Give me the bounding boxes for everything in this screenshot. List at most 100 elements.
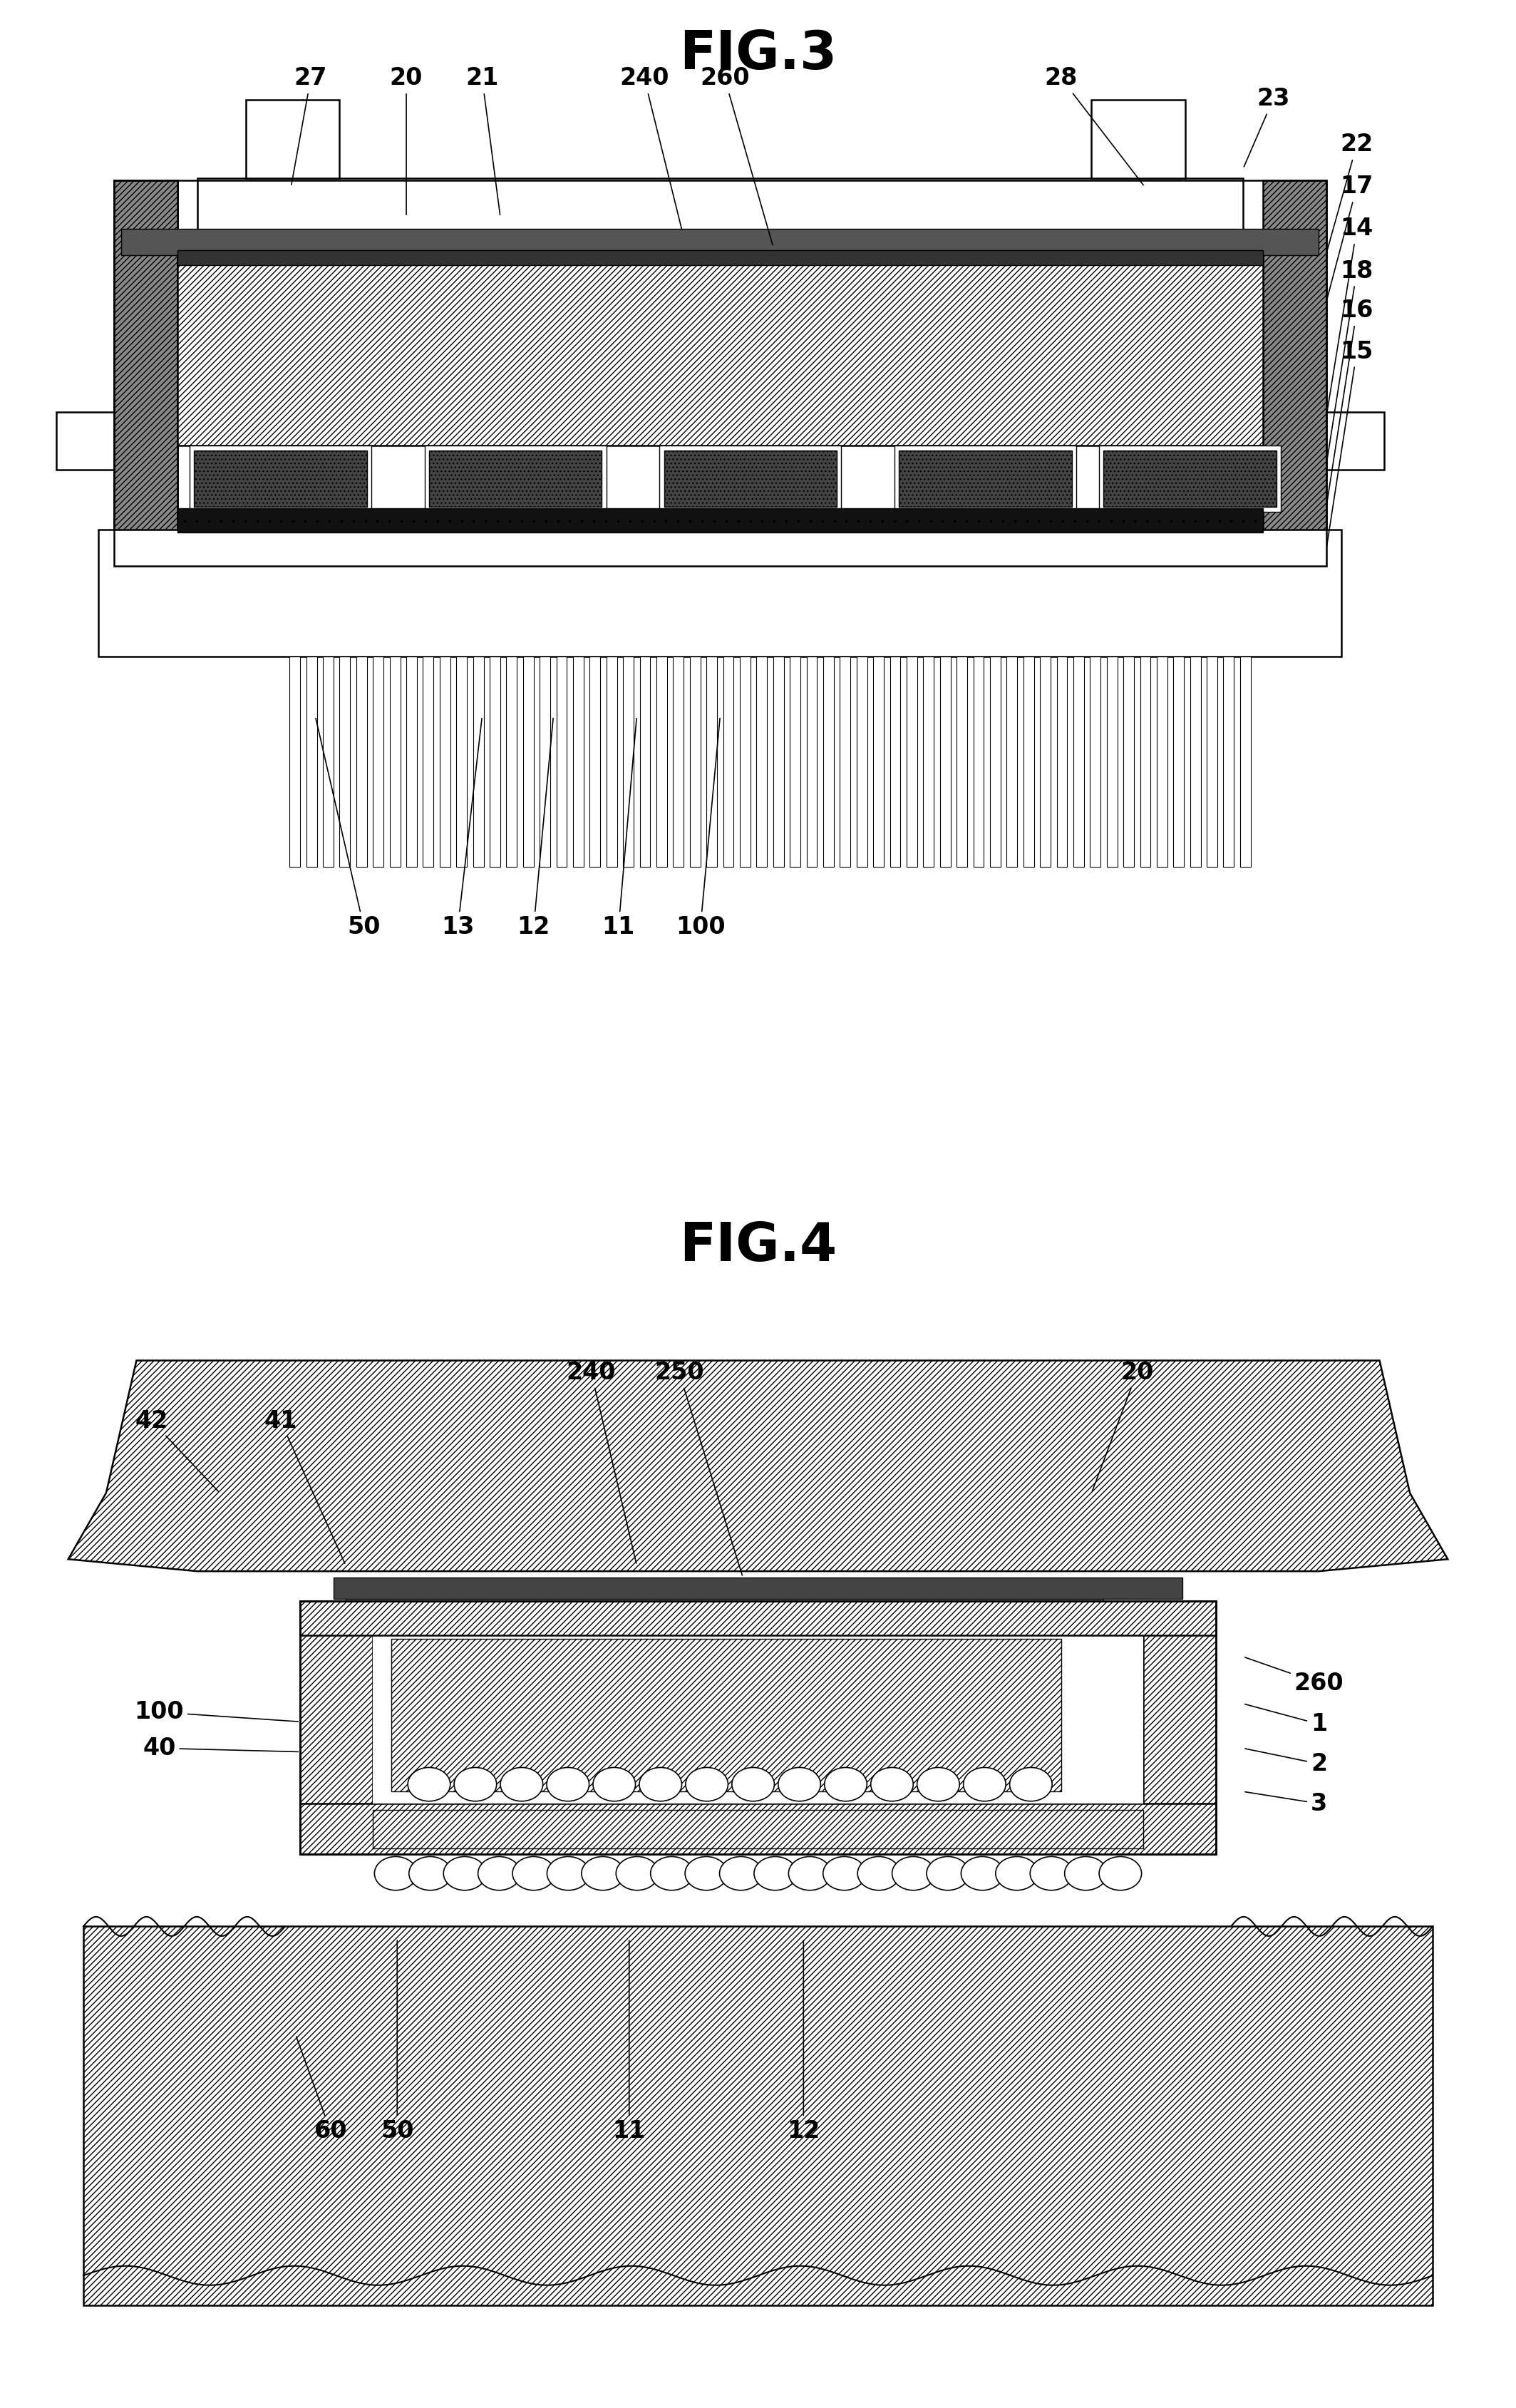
Circle shape <box>720 1857 763 1890</box>
Text: 20: 20 <box>1092 1361 1154 1491</box>
Circle shape <box>825 1767 867 1801</box>
Text: 42: 42 <box>135 1409 218 1491</box>
Bar <box>506 657 517 867</box>
Bar <box>723 657 734 867</box>
Circle shape <box>870 1767 913 1801</box>
Bar <box>656 657 667 867</box>
Bar <box>1326 412 1384 470</box>
Bar <box>907 657 917 867</box>
Circle shape <box>444 1857 487 1890</box>
Text: 50: 50 <box>381 1941 414 2143</box>
Text: 23: 23 <box>1245 87 1290 166</box>
Bar <box>190 445 371 513</box>
Bar <box>659 445 841 513</box>
Text: 250: 250 <box>655 1361 743 1575</box>
Circle shape <box>455 1767 497 1801</box>
Bar <box>300 1601 1216 1854</box>
Circle shape <box>788 1857 831 1890</box>
Bar <box>1057 657 1067 867</box>
Bar <box>1023 657 1034 867</box>
Bar <box>540 657 550 867</box>
Bar <box>1092 99 1186 178</box>
Bar <box>121 229 1319 255</box>
Circle shape <box>478 1857 520 1890</box>
Circle shape <box>374 1857 417 1890</box>
Bar <box>973 657 984 867</box>
Text: 11: 11 <box>612 1941 646 2143</box>
Bar <box>756 657 767 867</box>
Bar <box>490 657 500 867</box>
Bar <box>1140 657 1151 867</box>
Bar <box>429 450 602 508</box>
Bar <box>573 657 584 867</box>
Bar <box>890 657 901 867</box>
Bar <box>899 450 1072 508</box>
Text: 60: 60 <box>296 2037 347 2143</box>
Bar <box>99 530 1342 657</box>
Circle shape <box>996 1857 1038 1890</box>
Text: 22: 22 <box>1326 132 1373 250</box>
Circle shape <box>1064 1857 1107 1890</box>
Bar <box>894 445 1076 513</box>
Circle shape <box>961 1857 1004 1890</box>
Text: 260: 260 <box>1245 1657 1343 1695</box>
Text: 13: 13 <box>441 718 482 939</box>
Bar <box>114 181 1327 566</box>
Bar <box>114 181 177 566</box>
Text: 14: 14 <box>1326 217 1373 414</box>
Circle shape <box>732 1767 775 1801</box>
Text: 240: 240 <box>567 1361 637 1563</box>
Bar <box>690 657 700 867</box>
Circle shape <box>823 1857 866 1890</box>
Text: 260: 260 <box>700 67 773 246</box>
Bar <box>556 657 567 867</box>
Bar <box>1090 657 1101 867</box>
Text: 28: 28 <box>1045 67 1143 185</box>
Circle shape <box>547 1857 590 1890</box>
Bar <box>473 657 484 867</box>
Bar <box>1240 657 1251 867</box>
Bar <box>1007 657 1017 867</box>
Bar <box>1223 657 1234 867</box>
Bar <box>923 657 934 867</box>
Bar <box>423 657 434 867</box>
Text: 240: 240 <box>620 67 682 229</box>
Bar <box>440 657 450 867</box>
Bar <box>456 657 467 867</box>
Circle shape <box>891 1857 934 1890</box>
Circle shape <box>593 1767 635 1801</box>
Bar <box>300 1601 1216 1635</box>
Bar <box>640 657 650 867</box>
Text: 3: 3 <box>1245 1792 1326 1816</box>
Bar <box>857 657 867 867</box>
Circle shape <box>640 1767 682 1801</box>
Bar <box>523 657 534 867</box>
Circle shape <box>1010 1767 1052 1801</box>
Circle shape <box>778 1767 820 1801</box>
Bar <box>673 657 684 867</box>
Bar <box>1107 657 1117 867</box>
Bar <box>940 657 951 867</box>
Bar <box>194 450 367 508</box>
Bar <box>807 657 817 867</box>
Bar <box>1040 657 1051 867</box>
Bar <box>1123 657 1134 867</box>
Bar <box>300 1804 1216 1854</box>
Bar <box>773 657 784 867</box>
Circle shape <box>547 1767 590 1801</box>
Bar <box>1263 181 1326 566</box>
Bar <box>840 657 850 867</box>
Bar <box>823 657 834 867</box>
Bar <box>300 1601 373 1854</box>
Bar <box>373 1811 1143 1849</box>
Text: 21: 21 <box>465 67 500 214</box>
Bar <box>83 1926 1433 2307</box>
Bar <box>1073 657 1084 867</box>
Text: 100: 100 <box>135 1700 299 1724</box>
Bar <box>56 412 114 470</box>
Bar <box>706 657 717 867</box>
Circle shape <box>685 1857 728 1890</box>
Bar <box>590 657 600 867</box>
Bar <box>373 657 384 867</box>
Text: FIG.3: FIG.3 <box>679 29 837 79</box>
